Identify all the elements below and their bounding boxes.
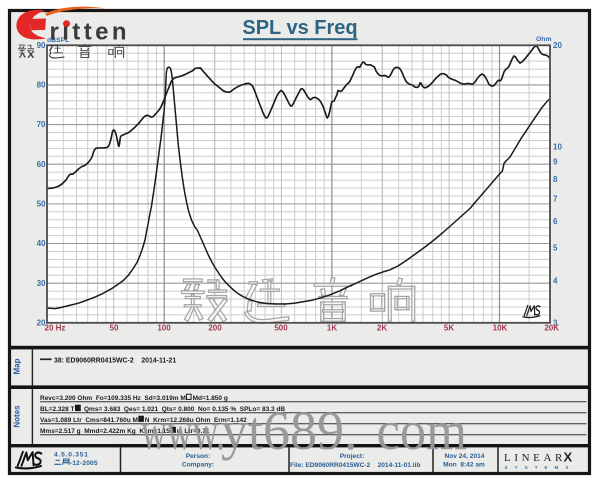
svg-text:X: X	[564, 449, 573, 464]
svg-text:4: 4	[553, 276, 558, 285]
svg-text:5: 5	[553, 244, 558, 253]
svg-text:Person:: Person:	[186, 453, 211, 460]
svg-text:Mms=2.517 g Mmd=2.422m Kg Kx: Mms=2.517 g Mmd=2.422m Kg Kxm=1.15	[40, 428, 170, 435]
svg-text:Nov 24, 2014: Nov 24, 2014	[445, 453, 485, 460]
svg-text:Ohm: Ohm	[536, 36, 551, 43]
svg-text:Revc=3.200 Ohm Fo=109.335 Hz: Revc=3.200 Ohm Fo=109.335 Hz Sd=3.019m M	[40, 395, 186, 402]
svg-text:SPL vs Freq: SPL vs Freq	[242, 17, 357, 39]
svg-text:SYSTEMS: SYSTEMS	[505, 465, 576, 470]
svg-text:Md=1.850 g: Md=1.850 g	[193, 395, 228, 402]
svg-text:70: 70	[37, 120, 46, 129]
svg-text:yt689.: yt689.	[221, 400, 358, 461]
svg-text:9: 9	[553, 158, 558, 167]
svg-text:60: 60	[37, 160, 46, 169]
svg-text:Company:: Company:	[182, 462, 214, 469]
svg-text:N Krm=12.268u Ohm Erm=1.142: N Krm=12.268u Ohm Erm=1.142	[145, 417, 247, 424]
svg-text:30: 30	[37, 279, 46, 288]
svg-text:7: 7	[553, 195, 558, 204]
svg-text:rıtten: rıtten	[50, 19, 130, 46]
svg-text:40: 40	[37, 239, 46, 248]
svg-text:Qms= 3.683 Qes= 1.021 Qts= 0: Qms= 3.683 Qes= 1.021 Qts= 0.800 No= 0.1…	[84, 406, 285, 413]
svg-text:5K: 5K	[444, 324, 454, 333]
svg-text:Notes: Notes	[13, 405, 22, 428]
svg-text:BL=2.328 T: BL=2.328 T	[40, 406, 75, 413]
svg-text:20K: 20K	[544, 324, 559, 333]
svg-text:Vas=1.089 Ltr Cms=841.760u M: Vas=1.089 Ltr Cms=841.760u M	[40, 417, 138, 424]
svg-text:Mon 8:42 am: Mon 8:42 am	[443, 462, 485, 469]
svg-text:Project:: Project:	[340, 453, 365, 460]
svg-text:com: com	[377, 400, 468, 461]
svg-text:100: 100	[157, 324, 171, 333]
svg-text:80: 80	[37, 81, 46, 90]
svg-text:38: ED9060RR0415WC-2 2014-1: 38: ED9060RR0415WC-2 2014-11-21	[54, 357, 176, 364]
svg-text:200: 200	[208, 324, 222, 333]
svg-text:50: 50	[110, 324, 119, 333]
svg-text:File: ED9060RR0415WC-2 2014: File: ED9060RR0415WC-2 2014-11-01.lib	[290, 462, 420, 469]
svg-text:-12-2005: -12-2005	[70, 460, 98, 467]
svg-text:dBSPL: dBSPL	[47, 37, 69, 44]
svg-text:4.5.0.351: 4.5.0.351	[54, 452, 89, 459]
svg-text:6: 6	[553, 217, 558, 226]
svg-text:n Ltr=0.71: n Ltr=0.71	[177, 428, 210, 435]
svg-text:20 Hz: 20 Hz	[45, 324, 66, 333]
svg-text:90: 90	[37, 41, 46, 50]
svg-text:8: 8	[553, 175, 558, 184]
svg-text:2K: 2K	[377, 324, 387, 333]
svg-text:1K: 1K	[327, 324, 337, 333]
svg-text:50: 50	[37, 200, 46, 209]
svg-text:3: 3	[553, 318, 558, 327]
svg-text:10: 10	[553, 142, 562, 151]
svg-text:500: 500	[274, 324, 288, 333]
svg-text:20: 20	[37, 318, 46, 327]
svg-text:www.: www.	[141, 400, 225, 461]
svg-text:Map: Map	[13, 358, 22, 374]
svg-text:10K: 10K	[493, 324, 508, 333]
svg-text:20: 20	[553, 41, 562, 50]
svg-text:LINEAR: LINEAR	[504, 452, 566, 464]
